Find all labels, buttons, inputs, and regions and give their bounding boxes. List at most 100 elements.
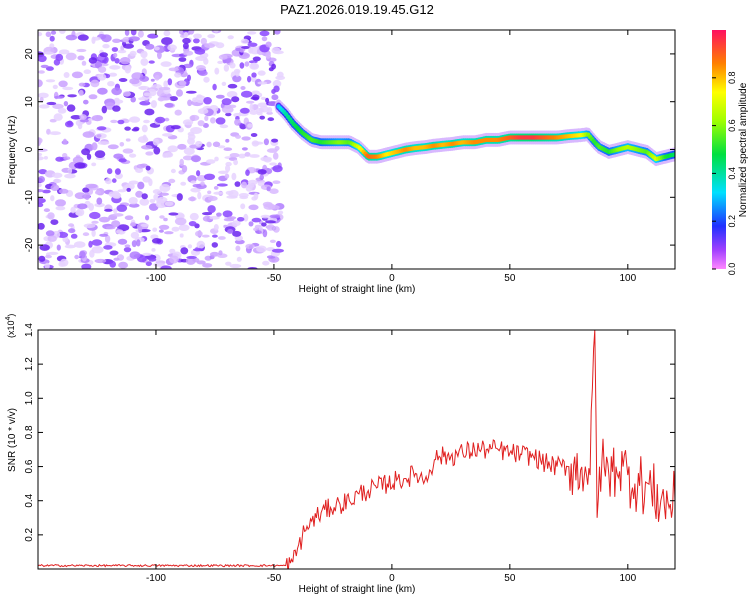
noise-blob: [68, 228, 76, 234]
noise-blob: [182, 42, 189, 50]
noise-blob: [64, 173, 76, 179]
snr-panel: -100 -50 0 50 100 0.2 0.4 0.6 0.8 1.0 1.2 1.4 Heig…: [5, 314, 676, 595]
noise-blob: [227, 229, 234, 234]
noise-blob: [240, 86, 246, 90]
noise-blob: [174, 217, 187, 226]
noise-blob: [138, 225, 143, 234]
noise-blob: [150, 78, 155, 82]
noise-blob: [250, 62, 258, 69]
noise-blob: [193, 33, 202, 39]
noise-blob: [94, 258, 107, 264]
noise-blob: [196, 94, 203, 99]
noise-blob: [105, 178, 112, 185]
noise-blob: [143, 92, 152, 97]
noise-blob: [49, 131, 61, 136]
noise-blob: [269, 188, 279, 194]
noise-blob: [231, 172, 237, 181]
noise-blob: [168, 212, 179, 216]
noise-blob: [195, 140, 203, 147]
noise-blob: [81, 263, 92, 269]
noise-blob: [50, 195, 55, 202]
noise-blob: [139, 86, 147, 90]
noise-blob: [197, 191, 202, 200]
y-tick-label: 0.8: [24, 425, 35, 439]
noise-blob: [38, 255, 46, 262]
noise-blob: [180, 247, 189, 255]
noise-blob: [179, 233, 184, 238]
noise-blob: [117, 238, 128, 245]
noise-blob: [265, 220, 276, 224]
noise-blob: [113, 153, 124, 159]
noise-blob: [263, 138, 269, 146]
noise-blob: [118, 261, 128, 269]
noise-blob: [77, 55, 85, 61]
noise-blob: [221, 106, 234, 114]
noise-blob: [235, 47, 241, 52]
noise-blob: [129, 78, 140, 85]
noise-blob: [153, 146, 161, 155]
noise-blob: [225, 164, 231, 173]
noise-blob: [47, 235, 57, 242]
noise-blob: [131, 240, 137, 248]
noise-blob: [72, 156, 84, 165]
noise-blob: [64, 244, 76, 249]
noise-blob: [137, 30, 144, 38]
noise-blob: [240, 38, 250, 44]
noise-blob: [191, 155, 201, 163]
noise-blob: [195, 65, 206, 71]
noise-blob: [46, 101, 57, 106]
noise-blob: [159, 184, 171, 192]
noise-blob: [249, 154, 260, 158]
noise-blob: [141, 124, 148, 133]
noise-blob: [139, 198, 150, 206]
noise-blob: [99, 52, 108, 58]
noise-blob: [113, 208, 118, 214]
noise-blob: [38, 169, 48, 175]
noise-blob: [107, 168, 113, 175]
noise-blob: [237, 217, 245, 222]
noise-blob: [164, 201, 174, 207]
noise-blob: [133, 126, 140, 131]
noise-blob: [110, 119, 118, 124]
noise-blob: [42, 189, 51, 194]
noise-blob: [216, 183, 228, 187]
snr-series-line: [38, 330, 675, 569]
noise-blob: [63, 156, 71, 160]
noise-blob: [239, 62, 245, 69]
noise-blob: [218, 54, 228, 60]
noise-blob: [164, 103, 174, 108]
noise-blob: [105, 226, 116, 230]
noise-blob: [188, 196, 197, 202]
noise-blob: [247, 42, 258, 47]
noise-blob: [207, 205, 216, 214]
noise-blob: [70, 233, 78, 239]
noise-blob: [94, 202, 105, 208]
noise-blob: [170, 168, 176, 174]
noise-blob: [259, 115, 266, 120]
noise-blob: [38, 55, 47, 63]
noise-blob: [182, 119, 194, 126]
noise-blob: [165, 152, 174, 158]
noise-blob: [212, 83, 217, 91]
noise-blob: [266, 186, 271, 192]
noise-blob: [210, 117, 216, 124]
noise-blob: [114, 168, 121, 175]
noise-blob: [67, 94, 77, 98]
noise-blob: [137, 136, 149, 143]
noise-blob: [261, 222, 267, 227]
noise-blob: [75, 210, 83, 216]
noise-blob: [124, 30, 130, 36]
noise-blob: [103, 245, 113, 250]
noise-blob: [176, 193, 183, 201]
noise-blob: [109, 250, 119, 256]
noise-blob: [186, 255, 197, 259]
x-tick-label: 50: [504, 573, 516, 584]
noise-blob: [107, 81, 115, 87]
noise-blob: [116, 204, 128, 212]
noise-blob: [272, 248, 284, 253]
noise-blob: [183, 147, 195, 155]
noise-blob: [82, 232, 90, 237]
noise-blob: [256, 245, 267, 253]
noise-blob: [160, 61, 172, 67]
